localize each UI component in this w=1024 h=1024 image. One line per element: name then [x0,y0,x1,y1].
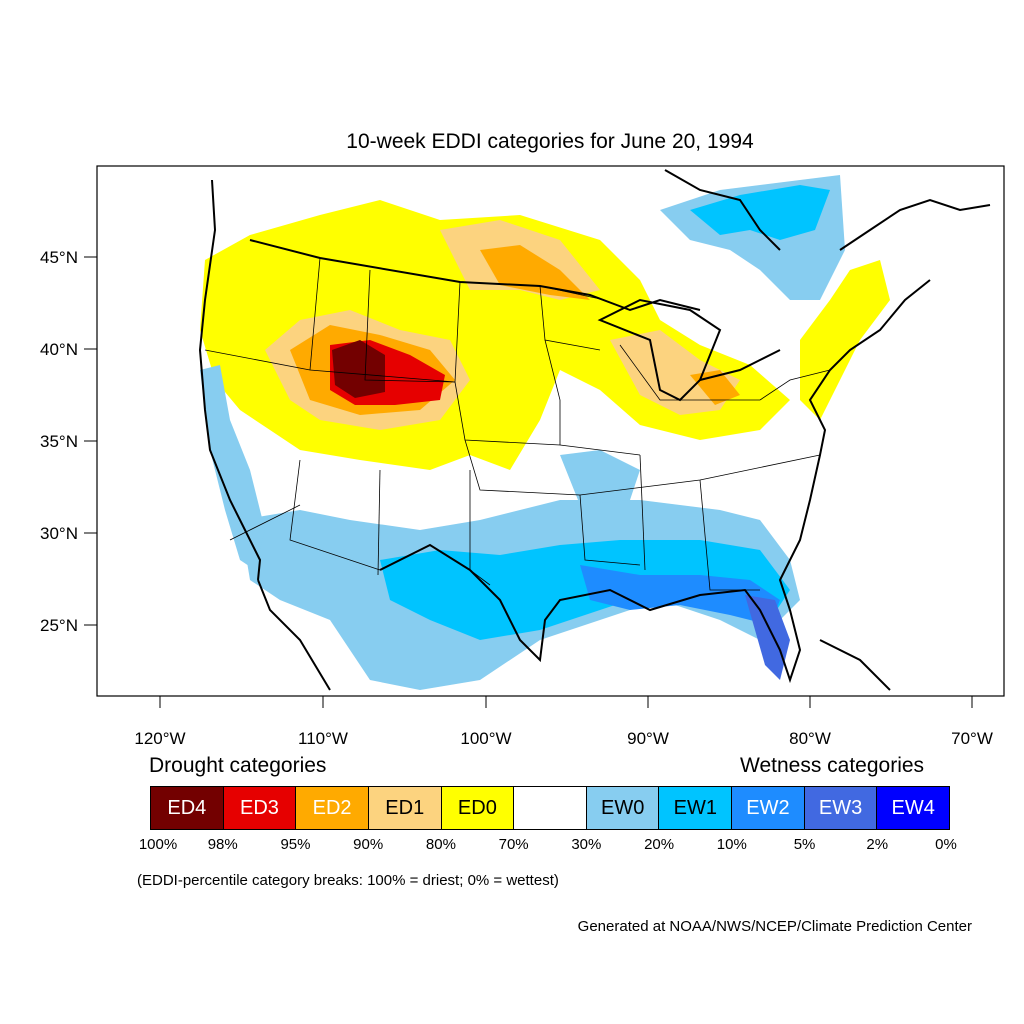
legend-break-label: 95% [280,836,311,853]
ew1-region-south [380,540,790,640]
lon-label-80w: 80°W [789,729,831,748]
legend-break-label: 2% [866,836,889,853]
category-legend: ED4 ED3 ED2 ED1 ED0 EW0 EW1 EW2 EW3 EW4 [150,786,950,830]
legend-swatch-ed0: ED0 [441,787,515,829]
legend-swatch-ew4: EW4 [877,787,950,829]
category-breaks-note: (EDDI-percentile category breaks: 100% =… [137,872,559,889]
legend-swatch-ed3: ED3 [223,787,297,829]
map-title: 10-week EDDI categories for June 20, 199… [346,130,754,153]
legend-swatch-ew3: EW3 [804,787,878,829]
lon-axis [159,696,973,708]
legend-break-label: 70% [498,836,529,853]
legend-swatch-ew0: EW0 [586,787,660,829]
lat-label-30: 30°N [40,524,78,543]
legend-swatch-neutral [514,787,587,829]
lon-label-100w: 100°W [460,729,511,748]
ed2-region-north [480,245,590,300]
lat-label-40: 40°N [40,340,78,359]
legend-break-label: 90% [353,836,384,853]
lat-label-25: 25°N [40,616,78,635]
ew2-region-gulf [580,565,780,625]
drought-categories-heading: Drought categories [149,754,327,777]
lat-label-35: 35°N [40,432,78,451]
legend-break-label: 98% [207,836,238,853]
legend-swatch-ed2: ED2 [296,787,369,829]
legend-break-label: 10% [716,836,747,853]
ew0-region-pacific [200,365,265,570]
lon-label-110w: 110°W [298,729,348,748]
wetness-categories-heading: Wetness categories [740,754,925,777]
map-frame [96,165,1005,697]
lon-label-70w: 70°W [951,729,993,748]
lat-axis [84,256,97,626]
coastlines [198,169,991,691]
legend-break-label: 100% [138,836,178,853]
ew3-region-florida [745,595,790,680]
legend-swatch-ed1: ED1 [368,787,442,829]
legend-break-label: 0% [935,836,957,853]
legend-break-label: 30% [571,836,602,853]
lon-label-90w: 90°W [627,729,669,748]
legend-swatch-ew2: EW2 [732,787,805,829]
ew1-region-canada [690,185,830,240]
legend-break-label: 5% [793,836,816,853]
lat-label-45: 45°N [40,248,78,267]
ew0-region-southeast [560,450,640,505]
credit-text: Generated at NOAA/NWS/NCEP/Climate Predi… [577,918,972,935]
lon-label-120w: 120°W [134,729,185,748]
ed4-region [332,340,385,398]
legend-swatch-ew1: EW1 [659,787,733,829]
legend-break-label: 80% [425,836,456,853]
legend-swatch-ed4: ED4 [151,787,224,829]
legend-break-label: 20% [644,836,675,853]
